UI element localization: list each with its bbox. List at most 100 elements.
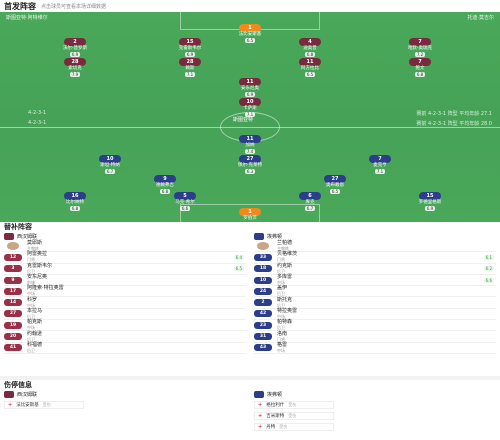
player-name: 比尔纳特 [66,200,84,205]
sub-position: 中场 [277,313,285,319]
lineup-title: 首发阵容 [4,1,36,11]
sub-number: 9 [4,276,22,284]
pitch-player[interactable]: 7 鲍文 6.8 [390,58,450,78]
sub-row[interactable]: 31 洛南 门将 [254,331,496,343]
pitch-player[interactable]: 28 赖斯 7.1 [160,58,220,78]
sub-position: 后卫 [277,268,285,274]
sub-position: 中场 [277,280,285,286]
pitch-player[interactable]: 16 比尔纳特 6.8 [45,192,105,212]
sub-row[interactable]: 42 特拉奥雷 中场 [254,308,496,321]
pitch-player[interactable]: 5 马克·希尔 6.6 [155,192,215,212]
sub-row[interactable]: 41 科福德 后卫 [4,342,246,354]
player-number: 1 [239,24,261,32]
sub-position: 门将 [27,257,35,263]
sub-rating: 6.2 [483,266,494,272]
sub-row[interactable]: 12 阿雷奥拉 门将 6.4 [4,252,246,264]
home-injuries-header: 西汉姆联 [4,390,246,399]
pitch-player[interactable]: 4 迪奥普 6.8 [280,38,340,58]
player-name: 卡萨斯 [243,106,257,111]
pitch-player[interactable]: 10 卡萨斯 7.1 [220,98,280,118]
substitutes-title: 替补阵容 [4,223,32,231]
sub-name: 本拉马 [27,307,43,314]
sub-number: 10 [254,276,272,284]
injury-row[interactable]: + 法比安斯基 受伤 [4,400,246,410]
player-rating: 7.1 [244,112,256,117]
sub-number: 33 [254,253,272,261]
sub-row[interactable]: 10 多库雷 中场 6.6 [254,275,496,287]
sub-row[interactable]: 莫耶斯 主教练 [4,241,246,253]
sub-row[interactable]: 3 克雷斯韦尔 后卫 6.5 [4,263,246,275]
away-subs-header: 埃弗顿 [254,232,496,241]
player-name: 阿方拉比 [301,66,319,71]
pitch-player[interactable]: 1罗伯茨6.6 [220,208,280,222]
sub-number: 14 [4,299,22,307]
sub-position: 后卫 [277,291,285,297]
pitch-player[interactable]: 11 加纳 7.4 [220,135,280,155]
pitch-player[interactable]: 10 斯坦·特纳 6.7 [80,155,140,175]
pitch-player[interactable]: 28 索切克 7.9 [45,58,105,78]
everton-crest-icon [254,233,264,240]
injury-row[interactable]: + 吉米斯特 受伤 [254,411,496,421]
injury-status: 受伤 [288,413,297,418]
sub-row[interactable]: 18 约克斯 后卫 6.2 [254,263,496,275]
player-rating: 6.8 [69,206,81,211]
home-subs-header: 西汉姆联 [4,232,246,241]
sub-row[interactable]: 9 安东尼奥 前锋 [4,274,246,287]
sub-position: 门将 [277,336,285,342]
pitch-player[interactable]: 27 佩尔·克莱特 6.3 [220,155,280,175]
sub-row[interactable]: 兰帕德 主教练 [254,241,496,253]
sub-position: 后卫 [27,313,35,319]
sub-rating: 6.5 [233,266,244,272]
center-label: 斯图亚特 [233,117,254,123]
pitch-player[interactable]: 11 阿方拉比 6.5 [280,58,340,78]
player-name: 克雷斯韦尔 [178,46,202,51]
player-number: 15 [179,38,201,46]
injury-status: 受伤 [279,424,288,429]
sub-rating: 6.4 [233,254,244,260]
player-rating: 6.8 [304,52,316,57]
sub-row[interactable]: 2 斯托克 后卫 [254,297,496,309]
injury-row[interactable]: + 格拉利什 受伤 [254,400,496,410]
pitch-player[interactable]: 7 麦克亨 7.1 [350,155,410,175]
pitch-player[interactable]: 7 哈默-奥瑞克 7.2 [390,38,450,58]
sub-name: 约翰逊 [27,330,43,337]
sub-name: 阿隆索·特拉奥雷 [27,285,64,292]
sub-row[interactable]: 20 约翰逊 后卫 [4,330,246,343]
sub-number: 42 [254,310,272,318]
sub-name: 贝格维茨 [277,251,298,258]
everton-crest-icon [254,391,264,398]
player-rating: 6.6 [179,206,191,211]
sub-name: 安东尼奥 [27,274,48,281]
injuries-section: 伤停信息 西汉姆联 + 法比安斯基 受伤 埃弗顿 + 格拉利什 受伤 + 吉米斯特 受伤 + 丹特… [0,376,500,440]
sub-row[interactable]: 23 帕特森 后卫 [254,320,496,332]
sub-row[interactable]: 27 本拉马 后卫 [4,307,246,321]
sub-row[interactable]: 14 科罗 中场 [4,297,246,309]
injury-row[interactable]: + 丹特 受伤 [254,422,496,432]
pitch-player[interactable]: 15 罗德里格斯 6.9 [400,192,460,212]
away-subs-team: 埃弗顿 [267,234,283,240]
pitch-player[interactable]: 15 克雷斯韦尔 6.9 [160,38,220,58]
sub-row[interactable]: 24 盖伊 后卫 [254,286,496,298]
sub-row[interactable]: 43 格雷 中场 [254,342,496,354]
player-rating: 6.3 [244,169,256,174]
sub-number: 31 [254,333,272,341]
sub-number: 18 [254,265,272,273]
pitch-player[interactable]: 11 安东尼奥 6.9 [220,78,280,98]
pitch-player[interactable]: 1 法比安斯基 6.5 [220,24,280,44]
pitch-player[interactable]: 9 德赖弗吉 6.8 [135,175,195,195]
player-name: 哈默-奥瑞克 [407,46,433,51]
pitch-player[interactable]: 6 库克 6.7 [280,192,340,212]
player-rating: 6.8 [414,72,426,77]
player-name: 鲍文 [415,66,425,71]
player-rating: 6.8 [159,189,171,194]
player-rating: 6.7 [104,169,116,174]
player-rating: 6.9 [424,206,436,211]
player-number: 27 [324,175,346,183]
pitch-player[interactable]: 27 奥布赖恩 6.5 [305,175,365,195]
pitch-player[interactable]: 2 沃尔-普罗斯 6.9 [45,38,105,58]
sub-row[interactable]: 19 帕克斯 中场 [4,320,246,332]
player-name: 安东尼奥 [241,86,259,91]
sub-row[interactable]: 17 阿隆索·特拉奥雷 中场 [4,285,246,298]
sub-row[interactable]: 33 贝格维茨 门将 6.1 [254,251,496,264]
